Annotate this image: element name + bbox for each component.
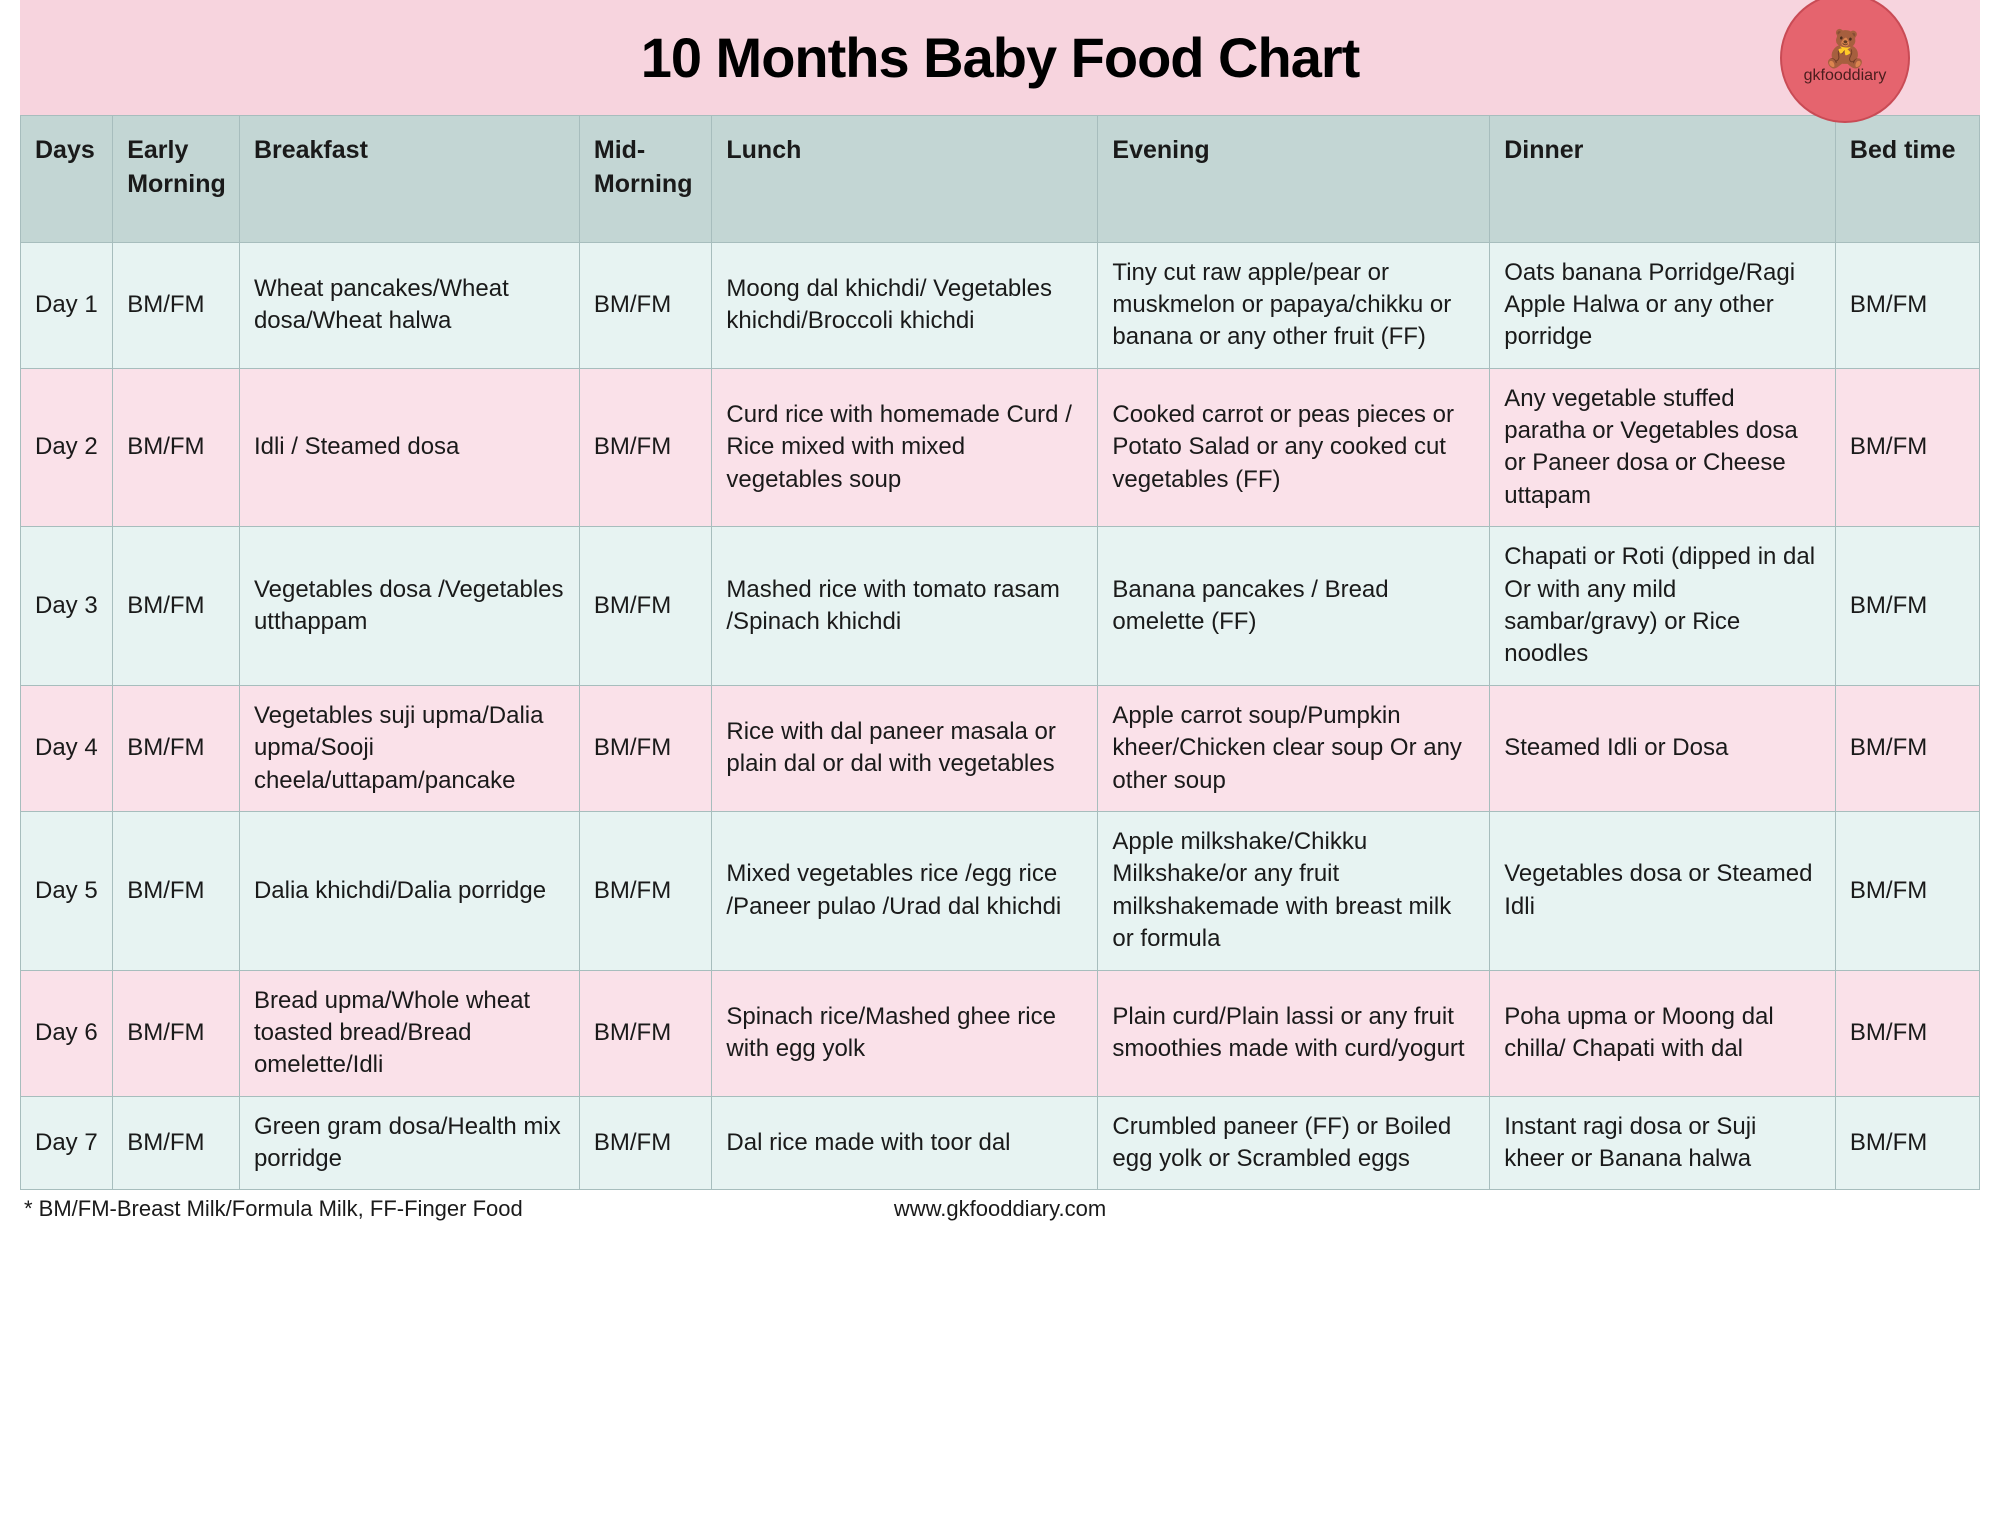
cell-lunch: Spinach rice/Mashed ghee rice with egg y…	[712, 970, 1098, 1096]
cell-early: BM/FM	[113, 1096, 240, 1190]
cell-breakfast: Vegetables suji upma/Dalia upma/Sooji ch…	[239, 685, 579, 811]
col-early: Early Morning	[113, 116, 240, 243]
table-row: Day 2 BM/FM Idli / Steamed dosa BM/FM Cu…	[21, 368, 1980, 527]
cell-breakfast: Wheat pancakes/Wheat dosa/Wheat halwa	[239, 242, 579, 368]
cell-early: BM/FM	[113, 527, 240, 686]
cell-day: Day 1	[21, 242, 113, 368]
cell-day: Day 6	[21, 970, 113, 1096]
cell-early: BM/FM	[113, 970, 240, 1096]
cell-day: Day 7	[21, 1096, 113, 1190]
table-header-row: Days Early Morning Breakfast Mid-Morning…	[21, 116, 1980, 243]
cell-evening: Apple milkshake/Chikku Milkshake/or any …	[1098, 811, 1490, 970]
cell-day: Day 2	[21, 368, 113, 527]
cell-dinner: Instant ragi dosa or Suji kheer or Banan…	[1490, 1096, 1836, 1190]
cell-evening: Tiny cut raw apple/pear or muskmelon or …	[1098, 242, 1490, 368]
col-lunch: Lunch	[712, 116, 1098, 243]
table-row: Day 4 BM/FM Vegetables suji upma/Dalia u…	[21, 685, 1980, 811]
cell-mid: BM/FM	[579, 527, 712, 686]
cell-day: Day 4	[21, 685, 113, 811]
cell-early: BM/FM	[113, 811, 240, 970]
cell-mid: BM/FM	[579, 811, 712, 970]
cell-mid: BM/FM	[579, 970, 712, 1096]
cell-bed: BM/FM	[1835, 368, 1979, 527]
footer: * BM/FM-Breast Milk/Formula Milk, FF-Fin…	[20, 1190, 1980, 1222]
col-mid: Mid-Morning	[579, 116, 712, 243]
footer-note: * BM/FM-Breast Milk/Formula Milk, FF-Fin…	[24, 1196, 675, 1222]
title-bar: 10 Months Baby Food Chart 🧸 gkfooddiary	[20, 0, 1980, 115]
cell-mid: BM/FM	[579, 368, 712, 527]
cell-bed: BM/FM	[1835, 527, 1979, 686]
cell-dinner: Chapati or Roti (dipped in dal Or with a…	[1490, 527, 1836, 686]
cell-evening: Apple carrot soup/Pumpkin kheer/Chicken …	[1098, 685, 1490, 811]
cell-dinner: Poha upma or Moong dal chilla/ Chapati w…	[1490, 970, 1836, 1096]
footer-site: www.gkfooddiary.com	[675, 1196, 1326, 1222]
table-row: Day 1 BM/FM Wheat pancakes/Wheat dosa/Wh…	[21, 242, 1980, 368]
logo-text: gkfooddiary	[1804, 67, 1887, 85]
cell-evening: Crumbled paneer (FF) or Boiled egg yolk …	[1098, 1096, 1490, 1190]
cell-evening: Banana pancakes / Bread omelette (FF)	[1098, 527, 1490, 686]
cell-breakfast: Vegetables dosa /Vegetables utthappam	[239, 527, 579, 686]
cell-breakfast: Idli / Steamed dosa	[239, 368, 579, 527]
cell-breakfast: Green gram dosa/Health mix porridge	[239, 1096, 579, 1190]
page-title: 10 Months Baby Food Chart	[641, 25, 1360, 90]
cell-mid: BM/FM	[579, 1096, 712, 1190]
cell-lunch: Mashed rice with tomato rasam /Spinach k…	[712, 527, 1098, 686]
col-breakfast: Breakfast	[239, 116, 579, 243]
cell-lunch: Mixed vegetables rice /egg rice /Paneer …	[712, 811, 1098, 970]
table-row: Day 5 BM/FM Dalia khichdi/Dalia porridge…	[21, 811, 1980, 970]
cell-day: Day 3	[21, 527, 113, 686]
cell-bed: BM/FM	[1835, 1096, 1979, 1190]
col-days: Days	[21, 116, 113, 243]
cell-evening: Plain curd/Plain lassi or any fruit smoo…	[1098, 970, 1490, 1096]
cell-lunch: Rice with dal paneer masala or plain dal…	[712, 685, 1098, 811]
col-dinner: Dinner	[1490, 116, 1836, 243]
cell-bed: BM/FM	[1835, 685, 1979, 811]
cell-dinner: Any vegetable stuffed paratha or Vegetab…	[1490, 368, 1836, 527]
cell-bed: BM/FM	[1835, 811, 1979, 970]
table-row: Day 3 BM/FM Vegetables dosa /Vegetables …	[21, 527, 1980, 686]
food-chart-table: Days Early Morning Breakfast Mid-Morning…	[20, 115, 1980, 1190]
table-body: Day 1 BM/FM Wheat pancakes/Wheat dosa/Wh…	[21, 242, 1980, 1190]
cell-mid: BM/FM	[579, 685, 712, 811]
footer-spacer	[1325, 1196, 1976, 1222]
cell-lunch: Dal rice made with toor dal	[712, 1096, 1098, 1190]
cell-evening: Cooked carrot or peas pieces or Potato S…	[1098, 368, 1490, 527]
bear-icon: 🧸	[1823, 31, 1868, 67]
table-row: Day 7 BM/FM Green gram dosa/Health mix p…	[21, 1096, 1980, 1190]
cell-early: BM/FM	[113, 242, 240, 368]
cell-bed: BM/FM	[1835, 970, 1979, 1096]
logo-badge: 🧸 gkfooddiary	[1780, 0, 1910, 123]
cell-lunch: Moong dal khichdi/ Vegetables khichdi/Br…	[712, 242, 1098, 368]
table-row: Day 6 BM/FM Bread upma/Whole wheat toast…	[21, 970, 1980, 1096]
cell-breakfast: Dalia khichdi/Dalia porridge	[239, 811, 579, 970]
cell-early: BM/FM	[113, 685, 240, 811]
col-bed: Bed time	[1835, 116, 1979, 243]
cell-dinner: Steamed Idli or Dosa	[1490, 685, 1836, 811]
cell-dinner: Vegetables dosa or Steamed Idli	[1490, 811, 1836, 970]
cell-lunch: Curd rice with homemade Curd / Rice mixe…	[712, 368, 1098, 527]
cell-bed: BM/FM	[1835, 242, 1979, 368]
cell-breakfast: Bread upma/Whole wheat toasted bread/Bre…	[239, 970, 579, 1096]
cell-mid: BM/FM	[579, 242, 712, 368]
cell-dinner: Oats banana Porridge/Ragi Apple Halwa or…	[1490, 242, 1836, 368]
col-evening: Evening	[1098, 116, 1490, 243]
cell-early: BM/FM	[113, 368, 240, 527]
cell-day: Day 5	[21, 811, 113, 970]
